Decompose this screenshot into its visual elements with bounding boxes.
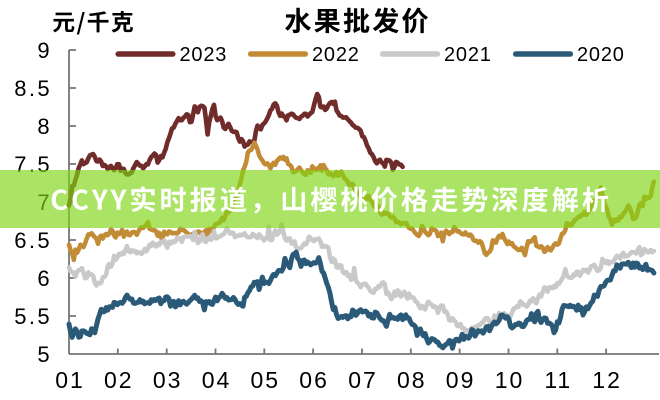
svg-text:8: 8 bbox=[37, 114, 52, 139]
svg-text:11: 11 bbox=[544, 367, 572, 393]
svg-text:5.5: 5.5 bbox=[14, 304, 52, 329]
svg-text:04: 04 bbox=[202, 367, 232, 393]
svg-text:5: 5 bbox=[37, 342, 52, 367]
svg-text:6: 6 bbox=[37, 266, 52, 291]
svg-text:9: 9 bbox=[37, 38, 52, 63]
svg-text:6.5: 6.5 bbox=[14, 228, 52, 253]
svg-text:10: 10 bbox=[495, 367, 525, 393]
svg-text:05: 05 bbox=[251, 367, 281, 393]
svg-text:2020: 2020 bbox=[577, 44, 625, 66]
svg-text:03: 03 bbox=[153, 367, 183, 393]
svg-text:09: 09 bbox=[446, 367, 476, 393]
svg-text:2023: 2023 bbox=[180, 44, 228, 66]
svg-text:02: 02 bbox=[104, 367, 134, 393]
svg-text:08: 08 bbox=[397, 367, 427, 393]
svg-text:07: 07 bbox=[348, 367, 378, 393]
svg-text:12: 12 bbox=[592, 367, 622, 393]
svg-text:2021: 2021 bbox=[444, 44, 492, 66]
svg-text:01: 01 bbox=[55, 367, 85, 393]
svg-text:8.5: 8.5 bbox=[14, 76, 52, 101]
svg-text:06: 06 bbox=[299, 367, 329, 393]
svg-text:2022: 2022 bbox=[312, 44, 360, 66]
